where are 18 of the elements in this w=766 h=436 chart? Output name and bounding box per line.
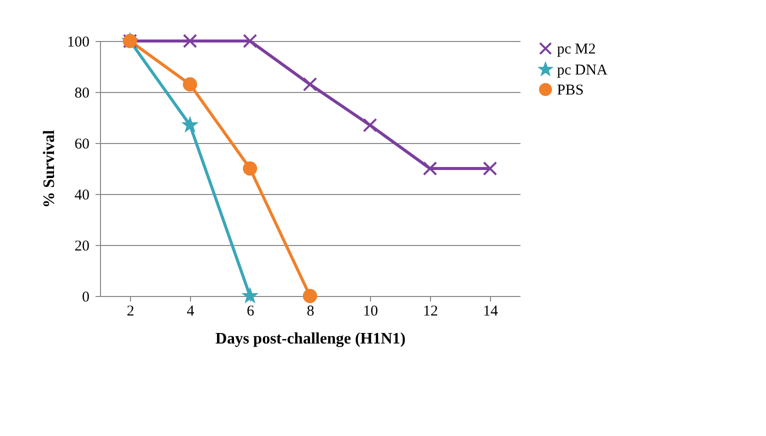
x-tick-label: 10 — [363, 304, 378, 320]
x-tick-label: 12 — [423, 304, 438, 320]
y-tick-label: 60 — [74, 136, 90, 152]
x-tick-label: 2 — [126, 304, 134, 320]
y-tick-label: 100 — [67, 34, 90, 50]
x-axis-title: Days post-challenge (H1N1) — [215, 330, 406, 348]
y-tick-label: 40 — [74, 188, 90, 204]
x-tick-label: 14 — [483, 304, 498, 320]
y-tick-label: 0 — [82, 290, 90, 306]
y-axis-title: % Survival — [41, 130, 58, 208]
y-tick-label: 80 — [74, 86, 90, 102]
legend-label: pc M2 — [557, 42, 596, 58]
legend-label: pc DNA — [557, 62, 608, 78]
legend-label: PBS — [557, 82, 584, 98]
x-tick-label: 4 — [186, 304, 195, 320]
x-tick-label: 6 — [246, 304, 255, 320]
x-tick-label: 8 — [306, 304, 314, 320]
y-tick-label: 20 — [74, 238, 90, 254]
